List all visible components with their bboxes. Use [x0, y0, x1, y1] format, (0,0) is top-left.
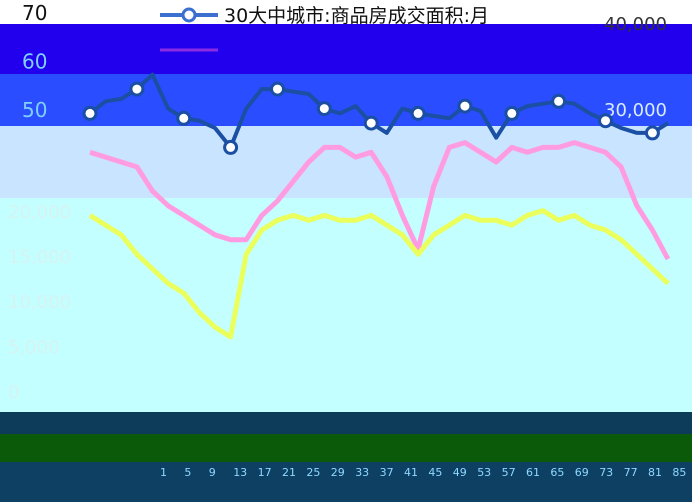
left-axis-2-tick-label: 0	[8, 382, 19, 403]
band-green	[0, 434, 692, 462]
series-line-3	[88, 208, 670, 340]
x-axis-tick-label: 33	[355, 466, 369, 479]
series-point	[457, 98, 473, 114]
series-point	[176, 110, 192, 126]
x-axis-tick-label: 1	[160, 466, 167, 479]
series-point	[598, 113, 613, 129]
series-layer	[82, 72, 671, 340]
band-cyan	[0, 198, 692, 412]
series-point	[504, 105, 520, 121]
series-point	[551, 93, 567, 109]
series-point	[270, 81, 285, 97]
left-axis-2-ticks: 20,000 15,000 10,000 5,000 0	[8, 202, 71, 403]
title-band	[0, 0, 692, 24]
legend: 30大中城市:商品房成交面积:月	[160, 5, 489, 52]
x-axis-tick-label: 9	[209, 466, 216, 479]
x-axis-tick-label: 29	[331, 466, 345, 479]
legend-entry-1: 30大中城市:商品房成交面积:月	[224, 5, 489, 27]
x-axis-tick-label: 57	[502, 466, 516, 479]
x-axis-tick-label: 85	[672, 466, 686, 479]
x-axis-tick-label: 5	[184, 466, 191, 479]
right-axis-tick-label: 30,000	[604, 100, 667, 121]
series-point	[410, 105, 426, 121]
right-axis-ticks: 40,000 30,000	[604, 14, 667, 121]
left-axis-2-tick-label: 10,000	[8, 292, 71, 313]
right-axis-tick-label: 40,000	[604, 14, 667, 35]
x-axis-tick-label: 41	[404, 466, 418, 479]
left-axis-tick-label: 70	[22, 1, 47, 25]
left-axis-2-tick-label: 5,000	[8, 337, 60, 358]
left-axis-2-tick-label: 20,000	[8, 202, 71, 223]
series-point	[644, 125, 660, 141]
x-axis-tick-label: 37	[380, 466, 394, 479]
x-axis-tick-label: 49	[453, 466, 467, 479]
x-axis-tick-label: 65	[550, 466, 564, 479]
left-axis-tick-label: 50	[22, 98, 47, 122]
x-axis-tick-label: 13	[233, 466, 247, 479]
series-line-2	[89, 140, 671, 261]
series-point	[82, 105, 98, 121]
x-axis-tick-label: 25	[306, 466, 320, 479]
series-point	[316, 101, 332, 117]
x-axis-tick-label: 45	[428, 466, 442, 479]
x-axis-tick-label: 21	[282, 466, 296, 479]
x-axis-tick-label: 73	[599, 466, 613, 479]
series-point	[363, 115, 379, 131]
band-teal	[0, 412, 692, 434]
band-navy	[0, 462, 692, 498]
series-point	[223, 139, 239, 155]
x-axis-ticks: 1 5 9 13 17 21 25 29 33 37 41 45 49 53 57 61 65 69 73 77 81 8…	[160, 466, 686, 479]
left-axis-2-tick-label: 15,000	[8, 247, 71, 268]
x-axis-tick-label: 61	[526, 466, 540, 479]
band-dark-blue	[0, 24, 692, 74]
series-point	[129, 81, 145, 97]
band-light-blue	[0, 126, 692, 198]
x-axis-tick-label: 53	[477, 466, 491, 479]
x-axis-tick-label: 17	[258, 466, 272, 479]
legend-marker-sample	[181, 7, 197, 23]
left-axis-ticks: 70 60 50	[22, 1, 47, 122]
x-axis-tick-label: 81	[648, 466, 662, 479]
x-axis-tick-label: 77	[624, 466, 638, 479]
x-axis-tick-label: 69	[575, 466, 589, 479]
left-axis-tick-label: 60	[22, 50, 47, 74]
band-blue	[0, 74, 692, 126]
